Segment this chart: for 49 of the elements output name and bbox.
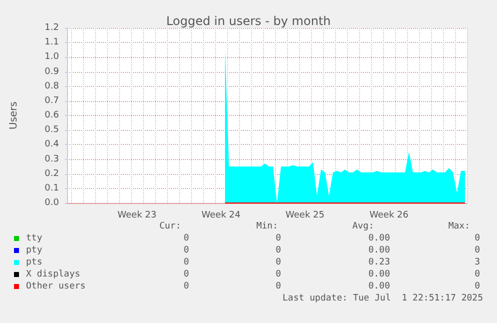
chart-title: Logged in users - by month bbox=[166, 14, 331, 28]
y-tick-label: 0.6 bbox=[44, 110, 60, 120]
x-tick-label: Week 26 bbox=[370, 210, 409, 220]
y-axis-title: Users bbox=[8, 101, 20, 130]
text: 0 bbox=[474, 246, 480, 256]
y-tick-label: 1.2 bbox=[44, 23, 59, 33]
text: Last update: Tue Jul 1 22:51:17 2025 bbox=[282, 294, 483, 304]
legend-label: pts bbox=[26, 258, 42, 268]
legend-label: pty bbox=[26, 246, 43, 256]
y-tick-label: 0.1 bbox=[44, 183, 59, 194]
text: Avg: bbox=[352, 222, 374, 232]
text: 0 bbox=[276, 270, 281, 280]
text: 0.00 bbox=[368, 234, 390, 244]
text: 0 bbox=[474, 234, 480, 244]
y-tick-label: 0.9 bbox=[44, 66, 60, 77]
x-tick-label: Week 25 bbox=[286, 210, 324, 220]
text: 0 bbox=[474, 282, 480, 292]
text: 0.00 bbox=[368, 282, 390, 292]
text: 0.00 bbox=[368, 270, 390, 280]
x-tick-label: Week 23 bbox=[118, 210, 156, 220]
text: 0 bbox=[184, 246, 189, 256]
text: Max: bbox=[448, 222, 470, 232]
text: 0 bbox=[474, 270, 480, 280]
text: 0.23 bbox=[368, 258, 390, 268]
text: 0 bbox=[184, 282, 189, 292]
text: 0 bbox=[276, 234, 281, 244]
text: 0 bbox=[276, 258, 281, 268]
text: 3 bbox=[474, 258, 480, 268]
text: 0 bbox=[184, 258, 189, 268]
text: 0 bbox=[184, 270, 189, 280]
text: 0 bbox=[276, 282, 281, 292]
y-tick-label: 0.5 bbox=[44, 125, 59, 136]
text: 0 bbox=[184, 234, 189, 244]
y-tick-label: 0.7 bbox=[44, 96, 59, 106]
text: Min: bbox=[256, 222, 278, 232]
y-tick-label: 0.8 bbox=[44, 81, 60, 92]
text: Cur: bbox=[159, 222, 181, 232]
y-tick-label: 1.0 bbox=[44, 52, 60, 62]
y-tick-label: 1.1 bbox=[44, 38, 59, 48]
x-tick-label: Week 24 bbox=[202, 210, 241, 220]
y-tick-label: 0.0 bbox=[44, 198, 60, 208]
text: 0 bbox=[276, 246, 281, 256]
text: 0.00 bbox=[368, 246, 390, 256]
y-tick-label: 0.2 bbox=[44, 168, 59, 179]
legend-label: Other users bbox=[26, 282, 86, 292]
legend-label: X displays bbox=[26, 270, 80, 280]
y-tick-label: 0.4 bbox=[44, 140, 60, 150]
legend-label: tty bbox=[26, 234, 43, 244]
y-tick-label: 0.3 bbox=[44, 154, 59, 164]
